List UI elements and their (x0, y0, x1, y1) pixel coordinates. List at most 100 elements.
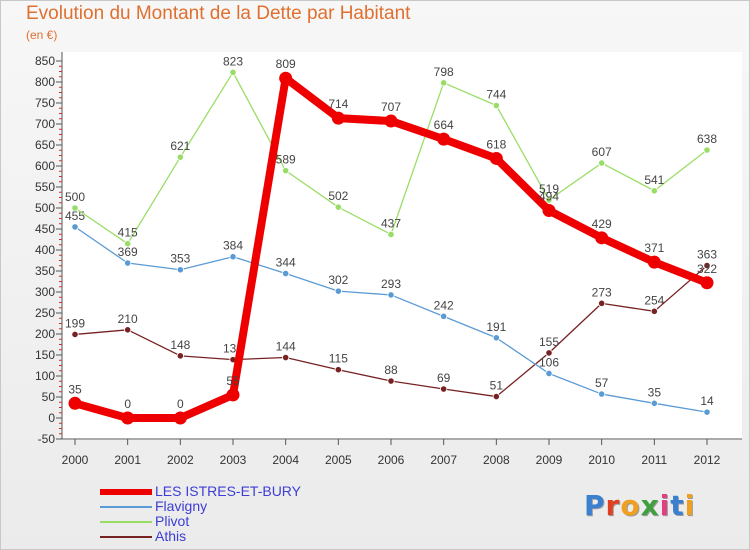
data-label: 35 (68, 382, 82, 396)
x-tick-label: 2006 (378, 453, 405, 467)
data-point (226, 388, 240, 402)
logo-letter: i (659, 489, 671, 522)
y-tick-label: 850 (35, 54, 55, 68)
data-point (387, 230, 395, 239)
data-label: 242 (434, 298, 454, 312)
data-point (282, 269, 290, 278)
data-point (124, 326, 132, 334)
data-label: 500 (65, 190, 85, 204)
y-tick-label: 650 (35, 138, 55, 152)
data-label: 0 (177, 397, 184, 411)
data-label: 607 (592, 145, 612, 159)
data-point (492, 101, 500, 110)
data-label: 638 (697, 132, 717, 146)
data-point (173, 411, 187, 425)
data-point (650, 187, 658, 195)
data-label: 664 (434, 118, 454, 132)
data-point (598, 299, 606, 307)
data-point (492, 392, 500, 401)
data-point (703, 146, 711, 154)
data-point (387, 291, 395, 299)
legend-label-plivot: Plivot (155, 513, 190, 529)
legend-swatch-athis (100, 536, 152, 538)
data-label: 293 (381, 277, 401, 291)
y-tick-label: 750 (35, 96, 55, 110)
data-label: 14 (700, 394, 714, 408)
data-label: 369 (118, 245, 138, 259)
data-label: 384 (223, 239, 243, 253)
x-tick-label: 2011 (641, 453, 667, 467)
x-tick-label: 2010 (588, 453, 615, 467)
data-label: 809 (276, 57, 296, 71)
y-tick-label: 0 (48, 411, 55, 425)
data-point (176, 266, 184, 274)
data-label: 106 (539, 355, 559, 369)
data-label: 589 (276, 153, 296, 167)
y-tick-label: 550 (35, 180, 55, 194)
data-label: 115 (329, 352, 348, 366)
x-tick-label: 2012 (694, 453, 721, 467)
y-tick-label: 150 (35, 348, 55, 362)
data-point (229, 68, 237, 76)
data-point (331, 111, 345, 125)
data-point (71, 330, 79, 339)
data-point (121, 411, 135, 425)
y-tick-label: -50 (38, 432, 56, 446)
data-label: 210 (118, 312, 138, 326)
y-tick-label: 300 (35, 285, 55, 299)
data-point (650, 399, 658, 407)
data-point (545, 349, 553, 357)
data-label: 273 (592, 285, 612, 299)
data-label: 502 (328, 189, 348, 203)
logo-letter: x (640, 489, 660, 522)
data-point (437, 132, 451, 146)
legend-label-athis: Athis (155, 528, 187, 544)
data-label: 191 (486, 320, 506, 334)
data-label: 57 (595, 376, 609, 390)
logo-letter: P (584, 489, 606, 522)
data-point (68, 396, 82, 410)
data-label: 621 (170, 139, 190, 153)
y-tick-label: 250 (35, 306, 55, 320)
data-label: 88 (384, 363, 398, 377)
data-point (124, 240, 132, 248)
data-point (492, 334, 500, 342)
data-label: 55 (226, 374, 240, 388)
data-point (703, 261, 711, 270)
data-point (489, 151, 503, 165)
data-label: 322 (697, 262, 717, 276)
data-point (440, 385, 448, 393)
data-point (647, 255, 661, 269)
data-point (700, 276, 714, 290)
data-label: 707 (381, 100, 401, 114)
plot-area (62, 52, 742, 440)
data-label: 494 (539, 190, 559, 204)
chart-title: Evolution du Montant de la Dette par Hab… (26, 3, 411, 24)
x-tick-label: 2004 (272, 453, 299, 467)
data-point (387, 377, 395, 385)
y-tick-label: 500 (35, 201, 55, 215)
data-point (545, 369, 553, 378)
y-tick-label: 450 (35, 222, 55, 236)
x-tick-label: 2003 (220, 453, 247, 467)
data-label: 353 (170, 252, 190, 266)
data-label: 363 (697, 248, 717, 262)
data-label: 144 (276, 340, 296, 354)
data-label: 519 (539, 182, 559, 196)
data-label: 455 (65, 209, 85, 223)
data-point (703, 408, 711, 416)
y-tick-label: 800 (35, 75, 55, 89)
data-point (598, 159, 606, 167)
data-label: 0 (124, 397, 131, 411)
y-tick-label: 100 (35, 369, 55, 383)
data-point (598, 390, 606, 398)
y-tick-label: 700 (35, 117, 55, 131)
logo-letter: i (684, 489, 696, 522)
legend-swatch-flavigny (100, 506, 152, 508)
data-point (545, 196, 553, 204)
data-label: 254 (644, 293, 664, 307)
y-tick-label: 200 (35, 327, 55, 341)
y-tick-label: 400 (35, 243, 55, 257)
legend-swatch-plivot (100, 521, 152, 523)
